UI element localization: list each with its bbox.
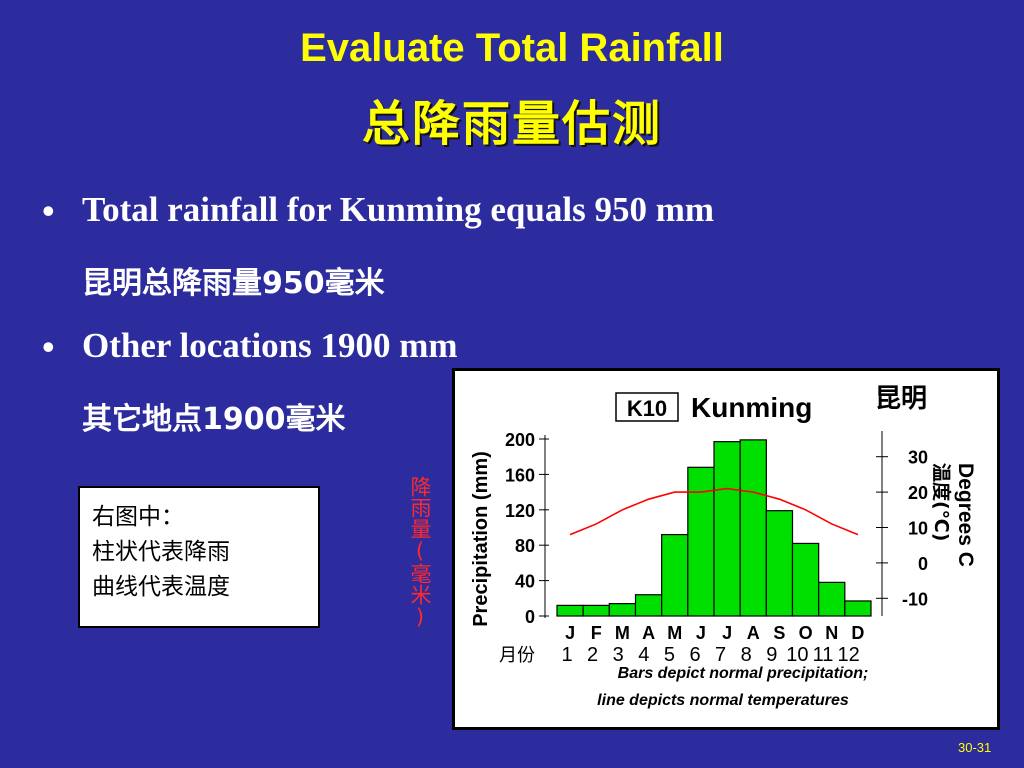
x-tick-label: J bbox=[565, 623, 575, 643]
x-tick-label: D bbox=[851, 623, 864, 643]
y-axis-label: Precipitation (mm) bbox=[470, 451, 492, 627]
month-number: 12 bbox=[837, 644, 859, 666]
y2-tick-label: 20 bbox=[908, 483, 928, 503]
note-line-3: 曲线代表温度 bbox=[92, 574, 230, 600]
y-tick-label: 160 bbox=[505, 465, 535, 485]
month-number: 2 bbox=[587, 644, 598, 666]
precip-bar bbox=[844, 600, 872, 617]
chart-caption-1: Bars depict normal precipitation; bbox=[618, 665, 869, 682]
y2-axis-label-cn: 温度(℃) bbox=[930, 463, 953, 541]
bullet-dot: • bbox=[42, 327, 55, 367]
x-tick-label: S bbox=[773, 623, 785, 643]
y2-tick-label: 30 bbox=[908, 448, 928, 468]
chart-title-cn: 昆明 bbox=[875, 384, 927, 414]
x-tick-label: F bbox=[591, 623, 602, 643]
month-number: 3 bbox=[613, 644, 624, 666]
month-number: 10 bbox=[786, 644, 808, 666]
precip-bar bbox=[765, 510, 794, 617]
chinese-axis-label: 降雨量(毫米) bbox=[408, 476, 432, 629]
chart-code-box bbox=[615, 392, 679, 422]
y-tick-label: 120 bbox=[505, 501, 535, 521]
temperature-line bbox=[569, 487, 859, 536]
x-tick-label: M bbox=[615, 623, 630, 643]
y-tick-label: 200 bbox=[505, 430, 535, 450]
y2-tick-label: -10 bbox=[902, 589, 928, 609]
precip-bar bbox=[791, 542, 820, 617]
month-number: 11 bbox=[813, 644, 834, 666]
precip-bar bbox=[661, 533, 689, 617]
month-number: 6 bbox=[689, 644, 700, 666]
chart-title: Kunming bbox=[691, 392, 812, 423]
month-number: 9 bbox=[766, 644, 777, 666]
x-tick-label: O bbox=[799, 623, 813, 643]
y-tick-label: 80 bbox=[515, 536, 535, 556]
precip-bar bbox=[739, 439, 767, 617]
y-tick-label: 0 bbox=[525, 607, 535, 627]
month-number: 7 bbox=[715, 644, 726, 666]
precip-bar bbox=[556, 604, 584, 617]
y2-tick-label: 0 bbox=[918, 554, 928, 574]
y2-axis-label: Degrees C bbox=[954, 463, 977, 567]
precip-bar bbox=[713, 441, 741, 617]
month-number: 5 bbox=[664, 644, 675, 666]
precip-bar bbox=[818, 581, 846, 617]
bullet-sub-2: 其它地点1900毫米 bbox=[82, 402, 346, 437]
y-tick-label: 40 bbox=[515, 572, 535, 592]
precip-bar bbox=[687, 466, 715, 617]
slide-title: Evaluate Total Rainfall bbox=[300, 26, 724, 70]
chart-code: K10 bbox=[627, 396, 667, 421]
climate-chart: K10 Kunming 昆明 Precipitation (mm) 0 40 80 120 16… bbox=[452, 368, 1000, 730]
chart-caption-2: line depicts normal temperatures bbox=[597, 692, 849, 709]
x-tick-label: J bbox=[696, 623, 706, 643]
slide-title-chinese: 总降雨量估测 bbox=[361, 96, 662, 152]
x-tick-label: J bbox=[722, 623, 732, 643]
slide-number: 30-31 bbox=[958, 740, 992, 755]
note-box: 右图中： 柱状代表降雨 曲线代表温度 bbox=[78, 486, 320, 628]
bullet-text-1: Total rainfall for Kunming equals 950 mm bbox=[82, 190, 715, 229]
month-number: 8 bbox=[741, 644, 752, 666]
y2-tick-label: 10 bbox=[908, 519, 928, 539]
month-number: 1 bbox=[561, 644, 572, 666]
month-numbers-label: 月份 bbox=[499, 645, 535, 666]
precip-bar bbox=[582, 604, 610, 617]
bullet-dot: • bbox=[42, 191, 55, 231]
note-line-1: 右图中： bbox=[92, 504, 184, 530]
bullet-sub-1: 昆明总降雨量950毫米 bbox=[82, 266, 385, 301]
x-tick-label: A bbox=[747, 623, 760, 643]
x-tick-label: M bbox=[667, 623, 682, 643]
bullet-text-2: Other locations 1900 mm bbox=[82, 326, 458, 365]
precip-bar bbox=[608, 603, 637, 617]
month-number: 4 bbox=[638, 644, 649, 666]
x-tick-label: A bbox=[642, 623, 655, 643]
note-line-2: 柱状代表降雨 bbox=[92, 539, 230, 565]
x-tick-label: N bbox=[825, 623, 838, 643]
precip-bar bbox=[634, 594, 663, 617]
